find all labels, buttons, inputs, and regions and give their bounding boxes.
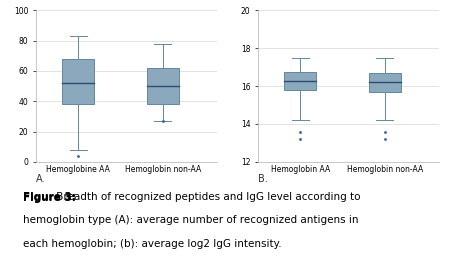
Bar — [63, 59, 94, 104]
Text: Figure 3:: Figure 3: — [23, 192, 76, 202]
Text: Figure 3:: Figure 3: — [23, 193, 79, 203]
Text: each hemoglobin; (b): average log2 IgG intensity.: each hemoglobin; (b): average log2 IgG i… — [23, 239, 281, 249]
Text: B.: B. — [258, 174, 268, 183]
Bar — [369, 73, 400, 92]
Bar — [147, 68, 178, 104]
Text: Breadth of recognized peptides and IgG level according to: Breadth of recognized peptides and IgG l… — [53, 192, 361, 202]
Bar — [284, 72, 316, 90]
Text: A.: A. — [36, 174, 46, 183]
Text: hemoglobin type (A): average number of recognized antigens in: hemoglobin type (A): average number of r… — [23, 215, 358, 225]
